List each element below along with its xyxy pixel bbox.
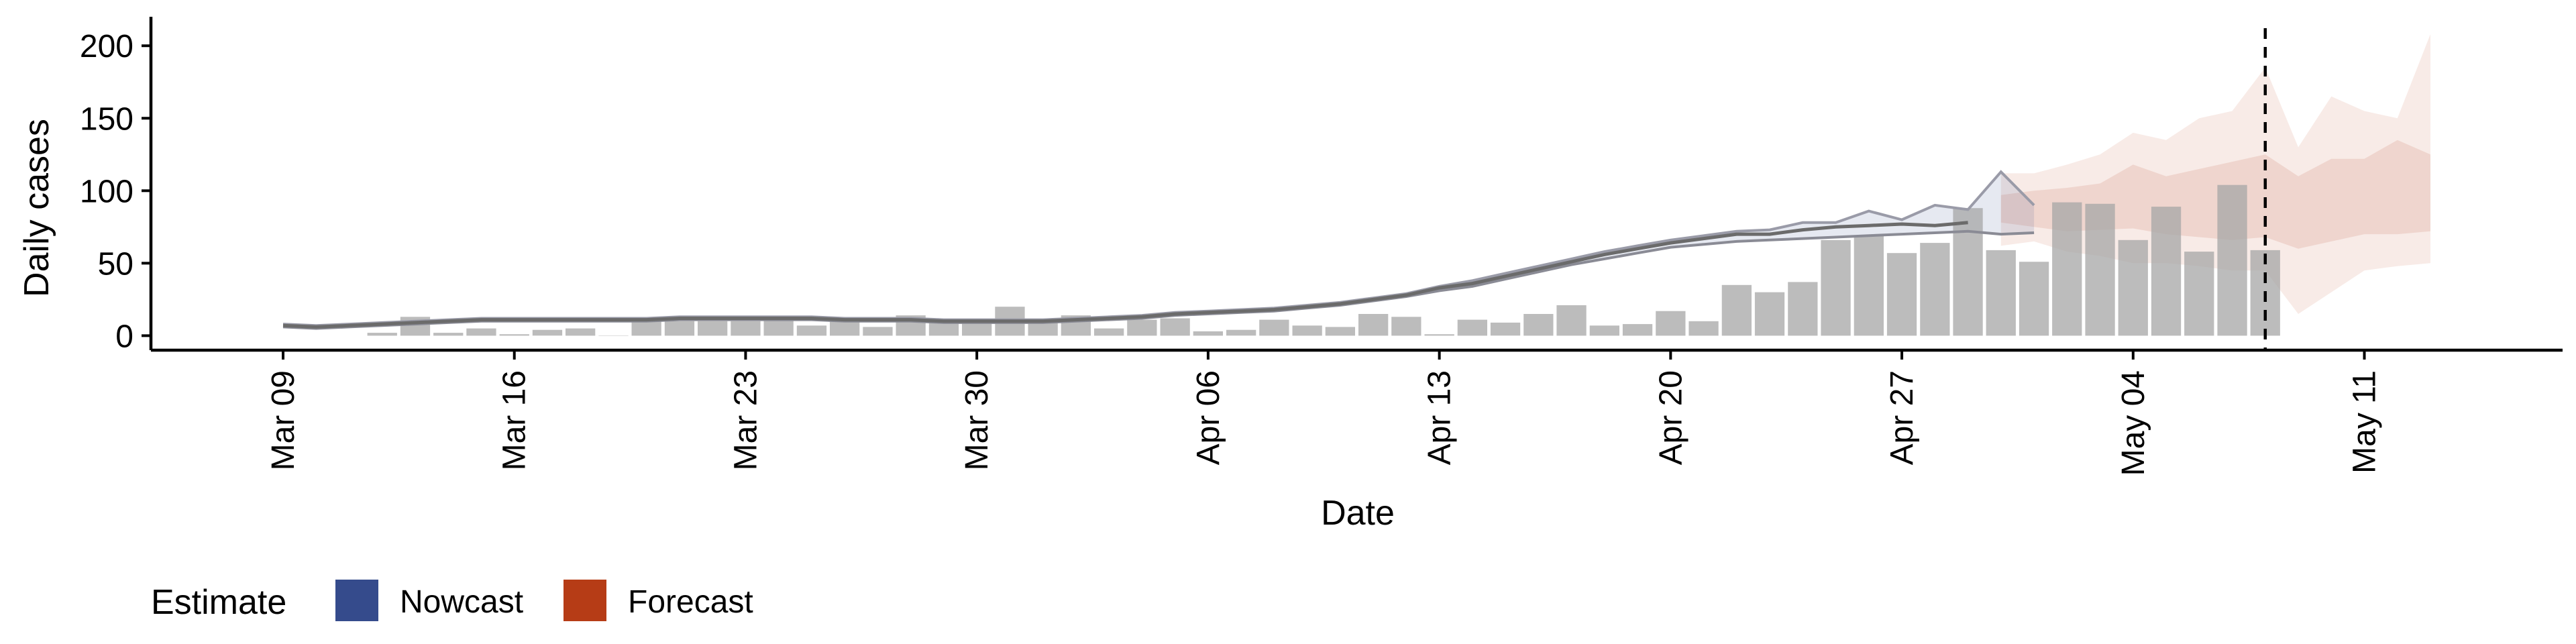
case-bar xyxy=(731,321,761,336)
x-tick-label: Mar 09 xyxy=(266,370,301,470)
case-bar xyxy=(1325,327,1355,336)
case-bar xyxy=(1721,284,1752,336)
case-bar xyxy=(1358,314,1389,336)
case-bar xyxy=(1953,208,1983,336)
case-bar xyxy=(598,335,629,336)
case-bar xyxy=(1457,319,1487,336)
case-bar xyxy=(1688,321,1719,336)
observed-line xyxy=(282,221,1968,329)
case-bar xyxy=(664,321,695,336)
case-bar xyxy=(1821,239,1851,336)
case-bar xyxy=(1490,322,1521,336)
x-tick-label: Apr 13 xyxy=(1422,370,1458,465)
case-bar xyxy=(1589,325,1619,336)
case-bar xyxy=(928,321,959,336)
case-bar xyxy=(1622,324,1653,336)
case-bar xyxy=(2085,203,2115,336)
case-bar xyxy=(1193,331,1223,336)
y-axis-title: Daily cases xyxy=(17,119,56,297)
case-bar xyxy=(1160,318,1190,336)
case-bar xyxy=(1656,311,1686,336)
legend: Estimate Nowcast Forecast xyxy=(151,580,753,622)
case-bar xyxy=(1854,235,1884,336)
case-bar xyxy=(566,328,596,336)
case-bar xyxy=(1259,319,1289,336)
observed-lines xyxy=(282,170,2035,330)
x-tick-label: May 04 xyxy=(2116,370,2151,476)
case-bar xyxy=(1292,325,1322,336)
x-tick-label: Mar 30 xyxy=(959,370,995,470)
case-bar xyxy=(830,321,860,336)
x-tick-label: May 11 xyxy=(2347,370,2383,474)
case-bar xyxy=(2184,252,2214,336)
legend-title: Estimate xyxy=(151,583,286,622)
x-tick-label: Apr 06 xyxy=(1191,370,1226,465)
y-tick-label: 200 xyxy=(80,29,133,64)
case-bar xyxy=(1391,317,1421,336)
case-bar xyxy=(2151,207,2182,336)
case-bar xyxy=(1424,334,1454,336)
legend-label: Forecast xyxy=(628,584,753,620)
legend-label: Nowcast xyxy=(400,584,523,620)
case-bar xyxy=(1127,319,1157,336)
case-bar xyxy=(763,319,794,336)
case-bar xyxy=(1094,328,1124,336)
case-bar xyxy=(499,334,529,336)
y-tick-label: 150 xyxy=(80,101,133,137)
case-bar xyxy=(631,319,661,336)
x-tick-label: Apr 27 xyxy=(1884,370,1920,465)
legend-swatch xyxy=(335,580,378,621)
case-bar xyxy=(1788,282,1818,336)
x-axis-title: Date xyxy=(1321,494,1395,533)
case-bar xyxy=(1986,250,2016,336)
daily-case-bars xyxy=(367,184,2280,336)
y-tick-label: 0 xyxy=(115,319,133,354)
case-bar xyxy=(863,327,893,336)
case-bar xyxy=(2052,202,2082,336)
case-bar xyxy=(367,333,397,336)
x-tick-label: Mar 23 xyxy=(728,370,763,470)
y-tick-label: 100 xyxy=(80,174,133,209)
case-bar xyxy=(1754,292,1785,336)
case-bar xyxy=(433,333,464,336)
axes: 0 50 100 150 200 Mar 09 Mar 16 Mar 23 Mar 30 Apr … xyxy=(80,17,2563,476)
case-bar xyxy=(698,321,728,336)
case-bar xyxy=(1920,243,1950,336)
case-bar xyxy=(2217,184,2247,336)
case-bar xyxy=(1226,329,1256,336)
x-tick-label: Apr 20 xyxy=(1653,370,1688,465)
case-bar xyxy=(2019,262,2049,336)
case-bar xyxy=(2118,239,2148,336)
case-bar xyxy=(1028,321,1058,336)
case-bar xyxy=(1886,253,1917,336)
x-tick-label: Mar 16 xyxy=(497,370,533,470)
legend-swatch xyxy=(564,580,606,621)
y-tick-label: 50 xyxy=(98,246,133,282)
case-bar xyxy=(796,325,827,336)
case-bar xyxy=(1556,305,1587,336)
case-bar xyxy=(466,328,496,336)
case-bar xyxy=(532,329,563,336)
case-bar xyxy=(1523,314,1554,336)
